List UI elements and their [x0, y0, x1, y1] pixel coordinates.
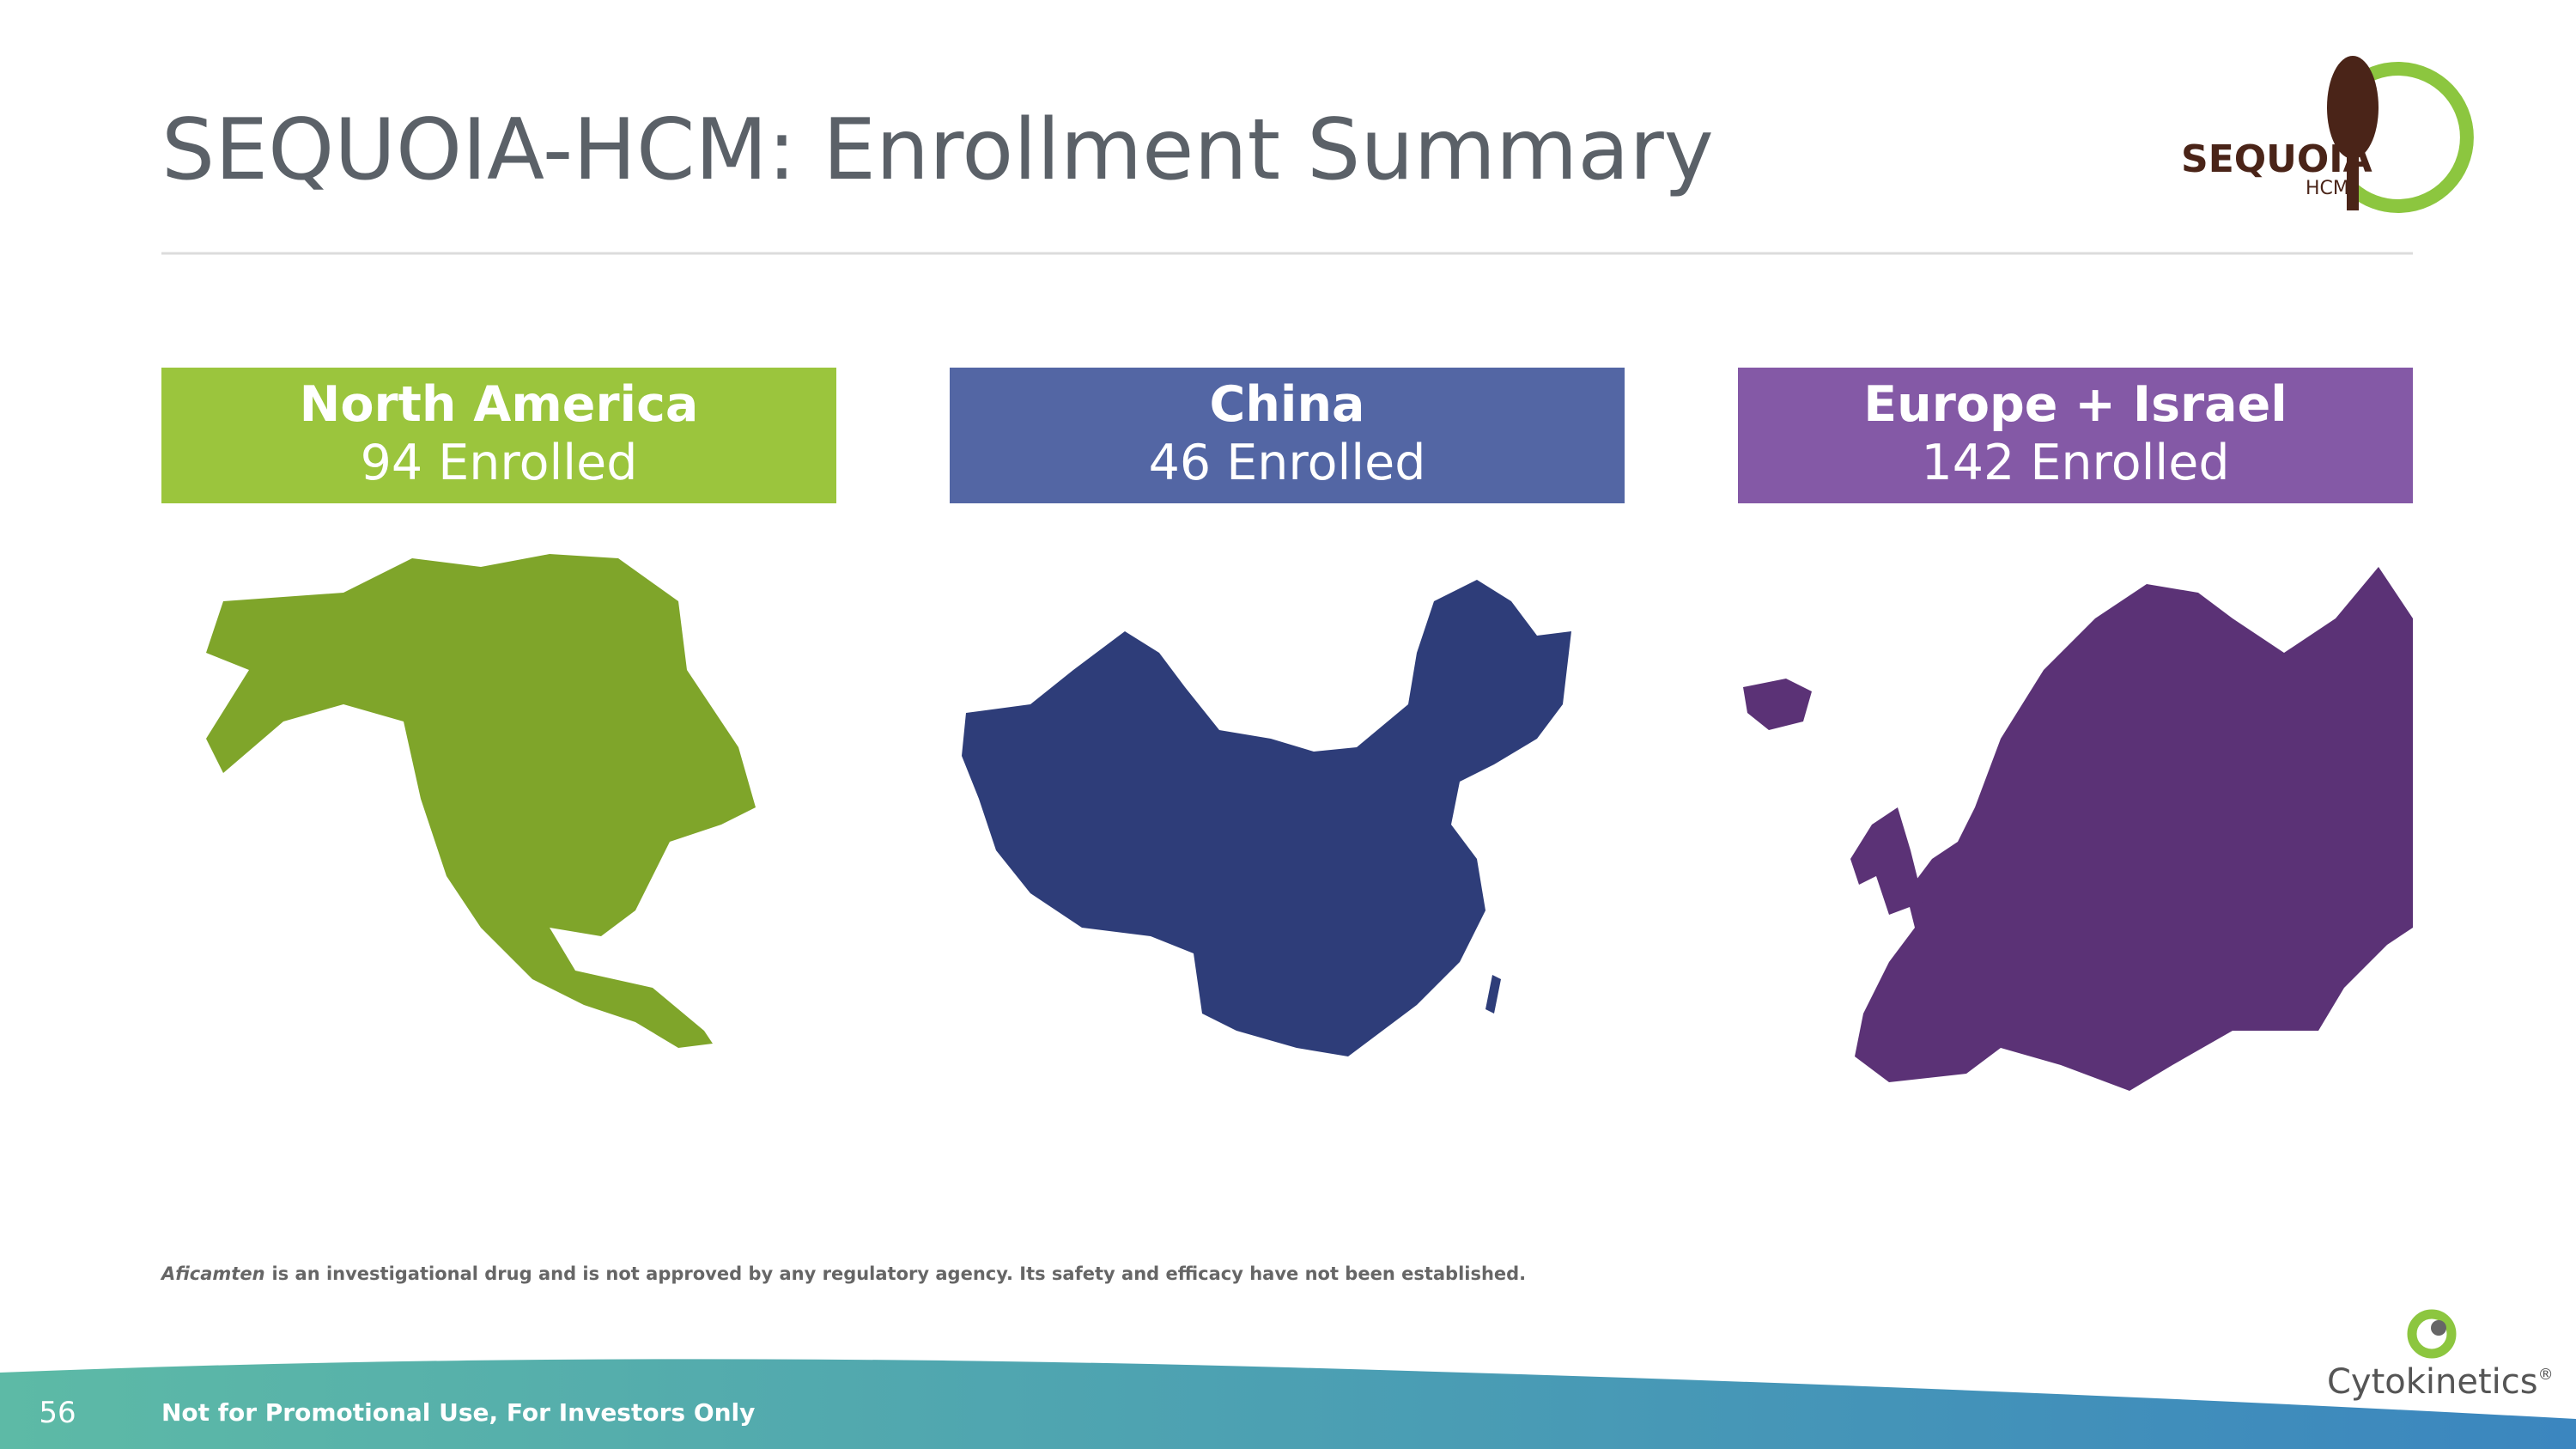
map-taiwan: [1485, 975, 1501, 1014]
sequoia-logo: SEQUOIA HCM: [2181, 56, 2474, 213]
disclaimer-drug: Aficamten: [160, 1263, 265, 1284]
region-name: Europe + Israel: [1863, 376, 2287, 433]
title: SEQUOIA-HCM: Enrollment Summary: [161, 101, 1714, 199]
company-name: Cytokinetics: [2327, 1362, 2538, 1402]
page-number: 56: [39, 1396, 76, 1430]
region-enrolled: 94 Enrolled: [361, 435, 638, 491]
logo-name: SEQUOIA: [2181, 137, 2372, 181]
company: Cytokinetics®: [2327, 1362, 2554, 1402]
region-enrolled: 46 Enrolled: [1149, 435, 1426, 491]
map-north-america: [206, 554, 756, 1048]
footer-note: Not for Promotional Use, For Investors O…: [161, 1398, 755, 1427]
disclaimer: Aficamten is an investigational drug and …: [160, 1263, 1526, 1284]
region-enrolled: 142 Enrolled: [1921, 435, 2229, 491]
map-iceland: [1743, 679, 1812, 730]
logo-sub: HCM: [2306, 178, 2349, 199]
region-box: [950, 368, 1625, 503]
region-box: [1738, 368, 2413, 503]
region-box: [161, 368, 836, 503]
map-europe: [1855, 567, 2413, 1091]
footer-wave: [0, 1359, 2576, 1449]
region-name: North America: [300, 376, 699, 433]
cytokinetics-logo: Cytokinetics®: [2327, 1309, 2554, 1402]
map-china: [962, 580, 1571, 1056]
region-name: China: [1210, 376, 1365, 433]
disclaimer-text: is an investigational drug and is not ap…: [272, 1263, 1527, 1284]
company-mark: ®: [2538, 1366, 2554, 1384]
map-uk: [1850, 807, 1923, 915]
